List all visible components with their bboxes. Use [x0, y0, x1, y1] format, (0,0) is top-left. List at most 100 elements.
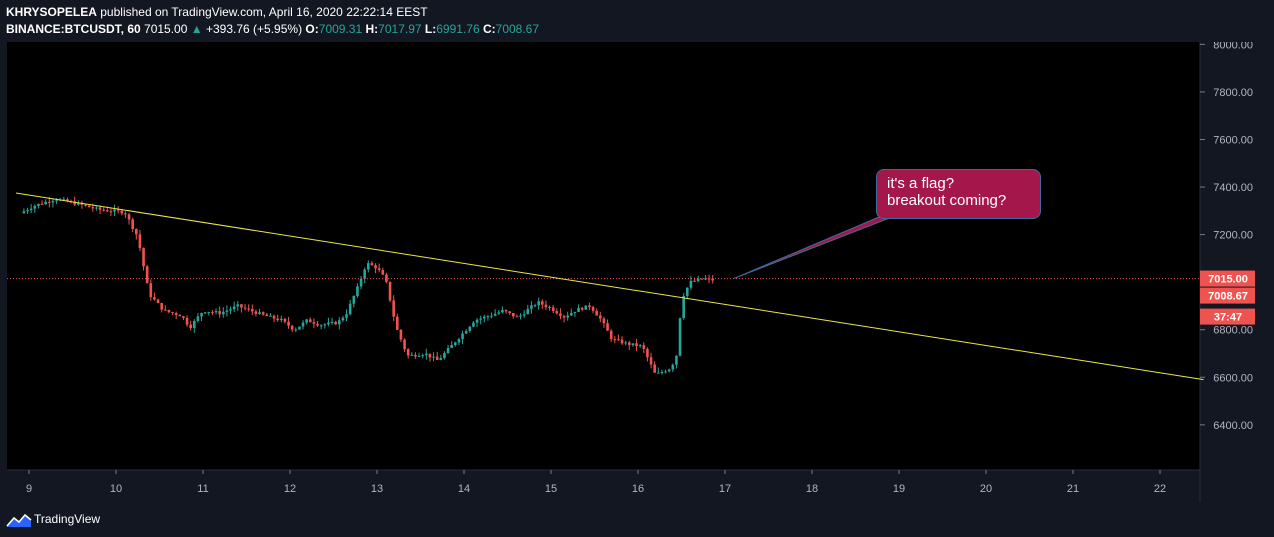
candle-body [196, 316, 200, 321]
tradingview-brand[interactable]: TradingView [34, 512, 101, 526]
annotation-line-2: breakout coming? [887, 192, 1007, 209]
candle-body [294, 329, 298, 331]
symbol-label[interactable]: BINANCE:BTCUSDT, 60 [6, 22, 141, 36]
x-tick-label: 22 [1154, 483, 1166, 495]
candle-body [566, 315, 569, 318]
candle-body [323, 324, 327, 326]
candle-body [316, 323, 319, 326]
candle-body [156, 299, 160, 304]
candle-body [704, 278, 707, 280]
tradingview-logo-icon[interactable] [6, 511, 32, 529]
candle-body [258, 312, 261, 315]
candle-body [472, 322, 475, 327]
time-axis[interactable] [0, 470, 1200, 502]
candle-body [247, 308, 250, 310]
candle-body [580, 307, 584, 310]
candle-body [341, 317, 345, 321]
candle-body [214, 311, 218, 313]
candle-body [588, 305, 591, 308]
candle-body [229, 309, 232, 311]
candle-body [689, 280, 693, 288]
candle-body [327, 322, 330, 325]
candle-body [377, 268, 381, 271]
candle-body [493, 313, 497, 316]
open-label: O: [305, 22, 319, 36]
candle-body [116, 209, 120, 211]
candle-body [48, 201, 51, 203]
candle-body [44, 201, 47, 205]
candle-body [425, 353, 428, 356]
candle-body [374, 265, 377, 269]
price-change: +393.76 (+5.95%) [206, 22, 303, 36]
candle-body [138, 234, 142, 249]
candle-body [454, 342, 457, 345]
open-value: 7009.31 [318, 22, 363, 36]
low-label: L: [424, 22, 437, 36]
candle-body [287, 321, 290, 326]
candle-body [657, 372, 660, 374]
candle-body [428, 353, 432, 358]
candle-body [696, 278, 700, 281]
candle-body [403, 339, 406, 350]
candle-body [693, 280, 696, 282]
candle-body [171, 312, 174, 314]
candle-body [501, 310, 504, 313]
candle-body [309, 319, 312, 323]
candle-body [530, 305, 533, 309]
last-price-label-bg [1200, 270, 1255, 287]
candle-body [606, 323, 609, 331]
x-tick-label: 9 [26, 483, 32, 495]
high-label: H: [365, 22, 379, 36]
close-value: 7008.67 [495, 22, 540, 36]
x-tick-label: 14 [458, 483, 470, 495]
candle-body [203, 312, 207, 314]
x-tick-label: 18 [806, 483, 818, 495]
annotation-callout[interactable]: it's a flag? breakout coming? [876, 169, 1041, 219]
candle-body [635, 343, 638, 347]
y-tick-label: 7400.00 [1213, 182, 1253, 194]
candle-body [628, 342, 631, 346]
candle-body [667, 369, 671, 372]
up-arrow-icon: ▲ [190, 22, 203, 36]
author-name[interactable]: KHRYSOPELEA [6, 5, 97, 19]
candle-body [73, 201, 76, 205]
candle-body [479, 318, 482, 320]
candle-body [468, 326, 472, 331]
candle-body [37, 203, 40, 206]
close-label: C: [482, 22, 496, 36]
countdown-label: 37:47 [1214, 312, 1242, 324]
candle-body [609, 330, 613, 340]
candle-body [174, 313, 178, 315]
candle-body [573, 311, 577, 314]
candle-body [40, 203, 44, 205]
candle-body [410, 354, 414, 356]
last-price: 7015.00 [144, 22, 188, 36]
candle-body [98, 207, 102, 210]
candle-body [272, 315, 276, 319]
candle-body [533, 305, 537, 307]
x-tick-label: 11 [197, 483, 208, 495]
candle-body [193, 320, 196, 329]
last-price-label: 7015.00 [1208, 274, 1248, 286]
plot-area[interactable] [7, 42, 1200, 470]
candle-body [290, 325, 294, 330]
candle-body [160, 303, 163, 310]
candle-body [312, 322, 316, 324]
candle-body [280, 318, 283, 321]
candle-body [55, 200, 58, 202]
candle-body [87, 205, 91, 208]
candle-body [461, 333, 464, 340]
candle-body [22, 211, 26, 214]
candle-body [544, 304, 548, 308]
candle-body [664, 371, 667, 373]
candle-body [149, 283, 153, 298]
candle-body [613, 339, 617, 341]
price-chart[interactable]: 6400.006600.006800.007000.007200.007400.… [0, 42, 1274, 502]
candle-body [385, 274, 388, 282]
candle-body [301, 322, 305, 327]
candle-body [305, 319, 308, 323]
candle-body [515, 316, 519, 318]
candle-body [84, 204, 87, 206]
candle-body [642, 345, 646, 349]
candle-body [29, 208, 33, 211]
